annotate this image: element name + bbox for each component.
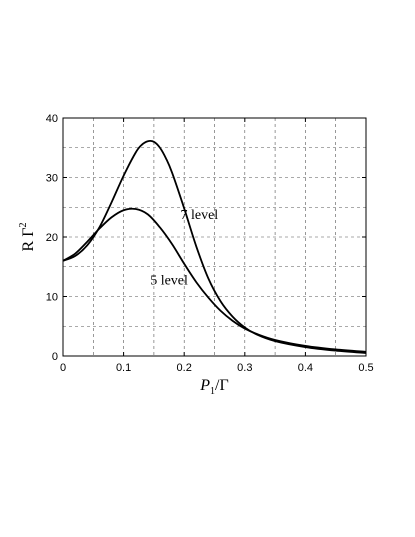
grid-lines: [63, 118, 366, 356]
x-tick-label: 0.4: [298, 362, 313, 374]
y-axis-label: R Γ2: [18, 223, 37, 252]
y-tick-label: 30: [46, 173, 58, 185]
x-tick-label: 0: [60, 362, 66, 374]
y-tick-label: 20: [46, 232, 58, 244]
x-tick-label: 0.5: [358, 362, 373, 374]
annotations: 7 level 5 level: [150, 208, 218, 288]
y-tick-label: 10: [46, 292, 58, 304]
x-tick-label: 0.1: [116, 362, 131, 374]
x-axis-label: P1/Γ: [199, 377, 228, 397]
curves: [62, 139, 367, 354]
x-tick-label: 0.3: [237, 362, 252, 374]
x-tick-label: 0.2: [177, 362, 192, 374]
series-annotation: 7 level: [180, 208, 218, 223]
series-line-5-level: [62, 207, 367, 353]
y-tick-label: 40: [46, 113, 58, 125]
y-axis-label-main: R Γ: [20, 228, 37, 252]
x-axis-label-main: P: [199, 377, 210, 394]
y-tick-label: 0: [52, 351, 58, 363]
axis-ticks: 0 0.1 0.2 0.3 0.4 0.5 0 10 20 30 40: [46, 113, 374, 374]
series-annotation: 5 level: [150, 274, 188, 289]
x-axis-label-rest: /Γ: [215, 377, 229, 394]
y-axis-label-sup: 2: [18, 223, 29, 228]
x-axis-label-sub: 1: [210, 386, 215, 397]
